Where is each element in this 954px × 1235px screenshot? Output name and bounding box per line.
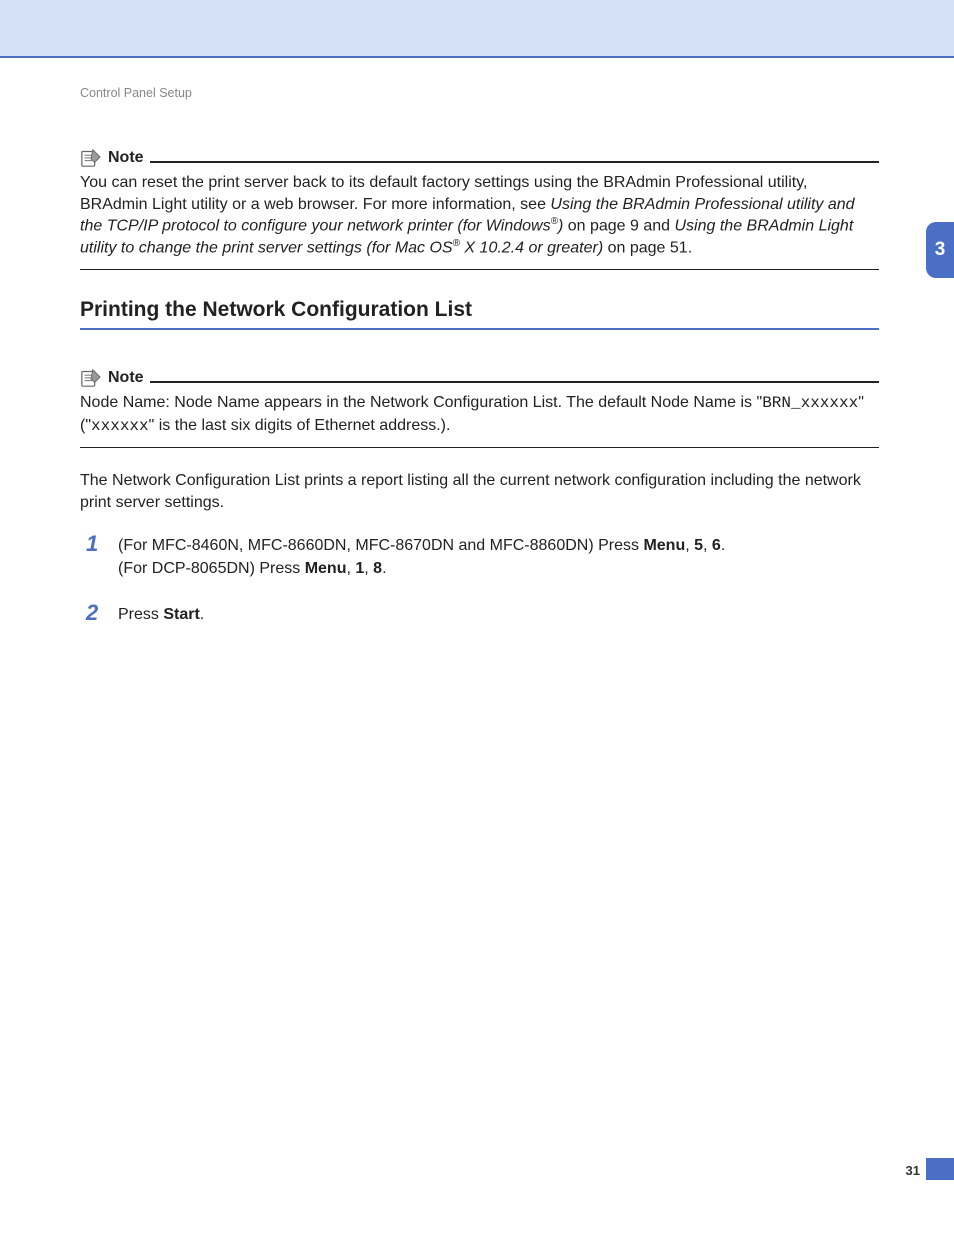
- note1-italic2-tail: X 10.2.4 or greater): [460, 239, 603, 256]
- note-body-1: You can reset the print server back to i…: [80, 172, 879, 259]
- note2-pre: Node Name: Node Name appears in the Netw…: [80, 394, 762, 411]
- note-block-1: Note You can reset the print server back…: [80, 146, 879, 270]
- note-block-2: Note Node Name: Node Name appears in the…: [80, 366, 879, 448]
- note2-mono2: xxxxxx: [91, 417, 149, 435]
- top-band: [0, 0, 954, 56]
- s2-pre: Press: [118, 606, 163, 623]
- s1-line1-pre: (For MFC-8460N, MFC-8660DN, MFC-8670DN a…: [118, 537, 643, 554]
- page-number: 31: [906, 1163, 920, 1178]
- note-label: Note: [108, 149, 144, 168]
- s1-b6: 8: [373, 560, 382, 577]
- note-header-2: Note: [80, 366, 879, 388]
- note1-mid1: on page 9 and: [563, 218, 674, 235]
- page-content: Control Panel Setup Note You can reset t…: [80, 86, 879, 627]
- s2-b: Start: [163, 606, 199, 623]
- s1-c3: .: [721, 537, 725, 554]
- note2-tail: " is the last six digits of Ethernet add…: [149, 417, 451, 434]
- chapter-tab: 3: [926, 222, 954, 278]
- top-rule: [0, 56, 954, 58]
- note1-sup2: ®: [453, 238, 460, 249]
- note-header: Note: [80, 146, 879, 168]
- note-rule: [150, 161, 879, 163]
- step-number-2: 2: [86, 602, 104, 626]
- page-number-tab: [926, 1158, 954, 1180]
- note-body-2: Node Name: Node Name appears in the Netw…: [80, 392, 879, 437]
- section-title: Printing the Network Configuration List: [80, 298, 879, 322]
- note-label-2: Note: [108, 369, 144, 388]
- s1-b4: Menu: [305, 560, 347, 577]
- s1-b5: 1: [355, 560, 364, 577]
- step-text-2: Press Start.: [118, 602, 204, 626]
- note1-sup1: ®: [551, 216, 558, 227]
- step-text-1: (For MFC-8460N, MFC-8660DN, MFC-8670DN a…: [118, 533, 725, 580]
- s1-b2: 5: [694, 537, 703, 554]
- note1-tail: on page 51.: [603, 239, 692, 256]
- note-close-rule: [80, 269, 879, 270]
- s1-c6: .: [382, 560, 386, 577]
- s2-tail: .: [200, 606, 204, 623]
- s1-b3: 6: [712, 537, 721, 554]
- note-rule-2: [150, 381, 879, 383]
- step-2: 2 Press Start.: [86, 602, 879, 626]
- section-title-underline: [80, 328, 879, 330]
- step-1: 1 (For MFC-8460N, MFC-8660DN, MFC-8670DN…: [86, 533, 879, 580]
- step-number-1: 1: [86, 533, 104, 580]
- s1-b1: Menu: [643, 537, 685, 554]
- s1-c2: ,: [703, 537, 712, 554]
- s1-c5: ,: [364, 560, 373, 577]
- s1-line2-pre: (For DCP-8065DN) Press: [118, 560, 305, 577]
- breadcrumb: Control Panel Setup: [80, 86, 879, 100]
- note2-mono1: BRN_xxxxxx: [762, 394, 858, 412]
- body-paragraph: The Network Configuration List prints a …: [80, 470, 879, 513]
- note-pencil-icon: [80, 366, 102, 388]
- s1-c1: ,: [685, 537, 694, 554]
- chapter-number: 3: [935, 239, 946, 261]
- note-pencil-icon: [80, 146, 102, 168]
- note-close-rule-2: [80, 447, 879, 448]
